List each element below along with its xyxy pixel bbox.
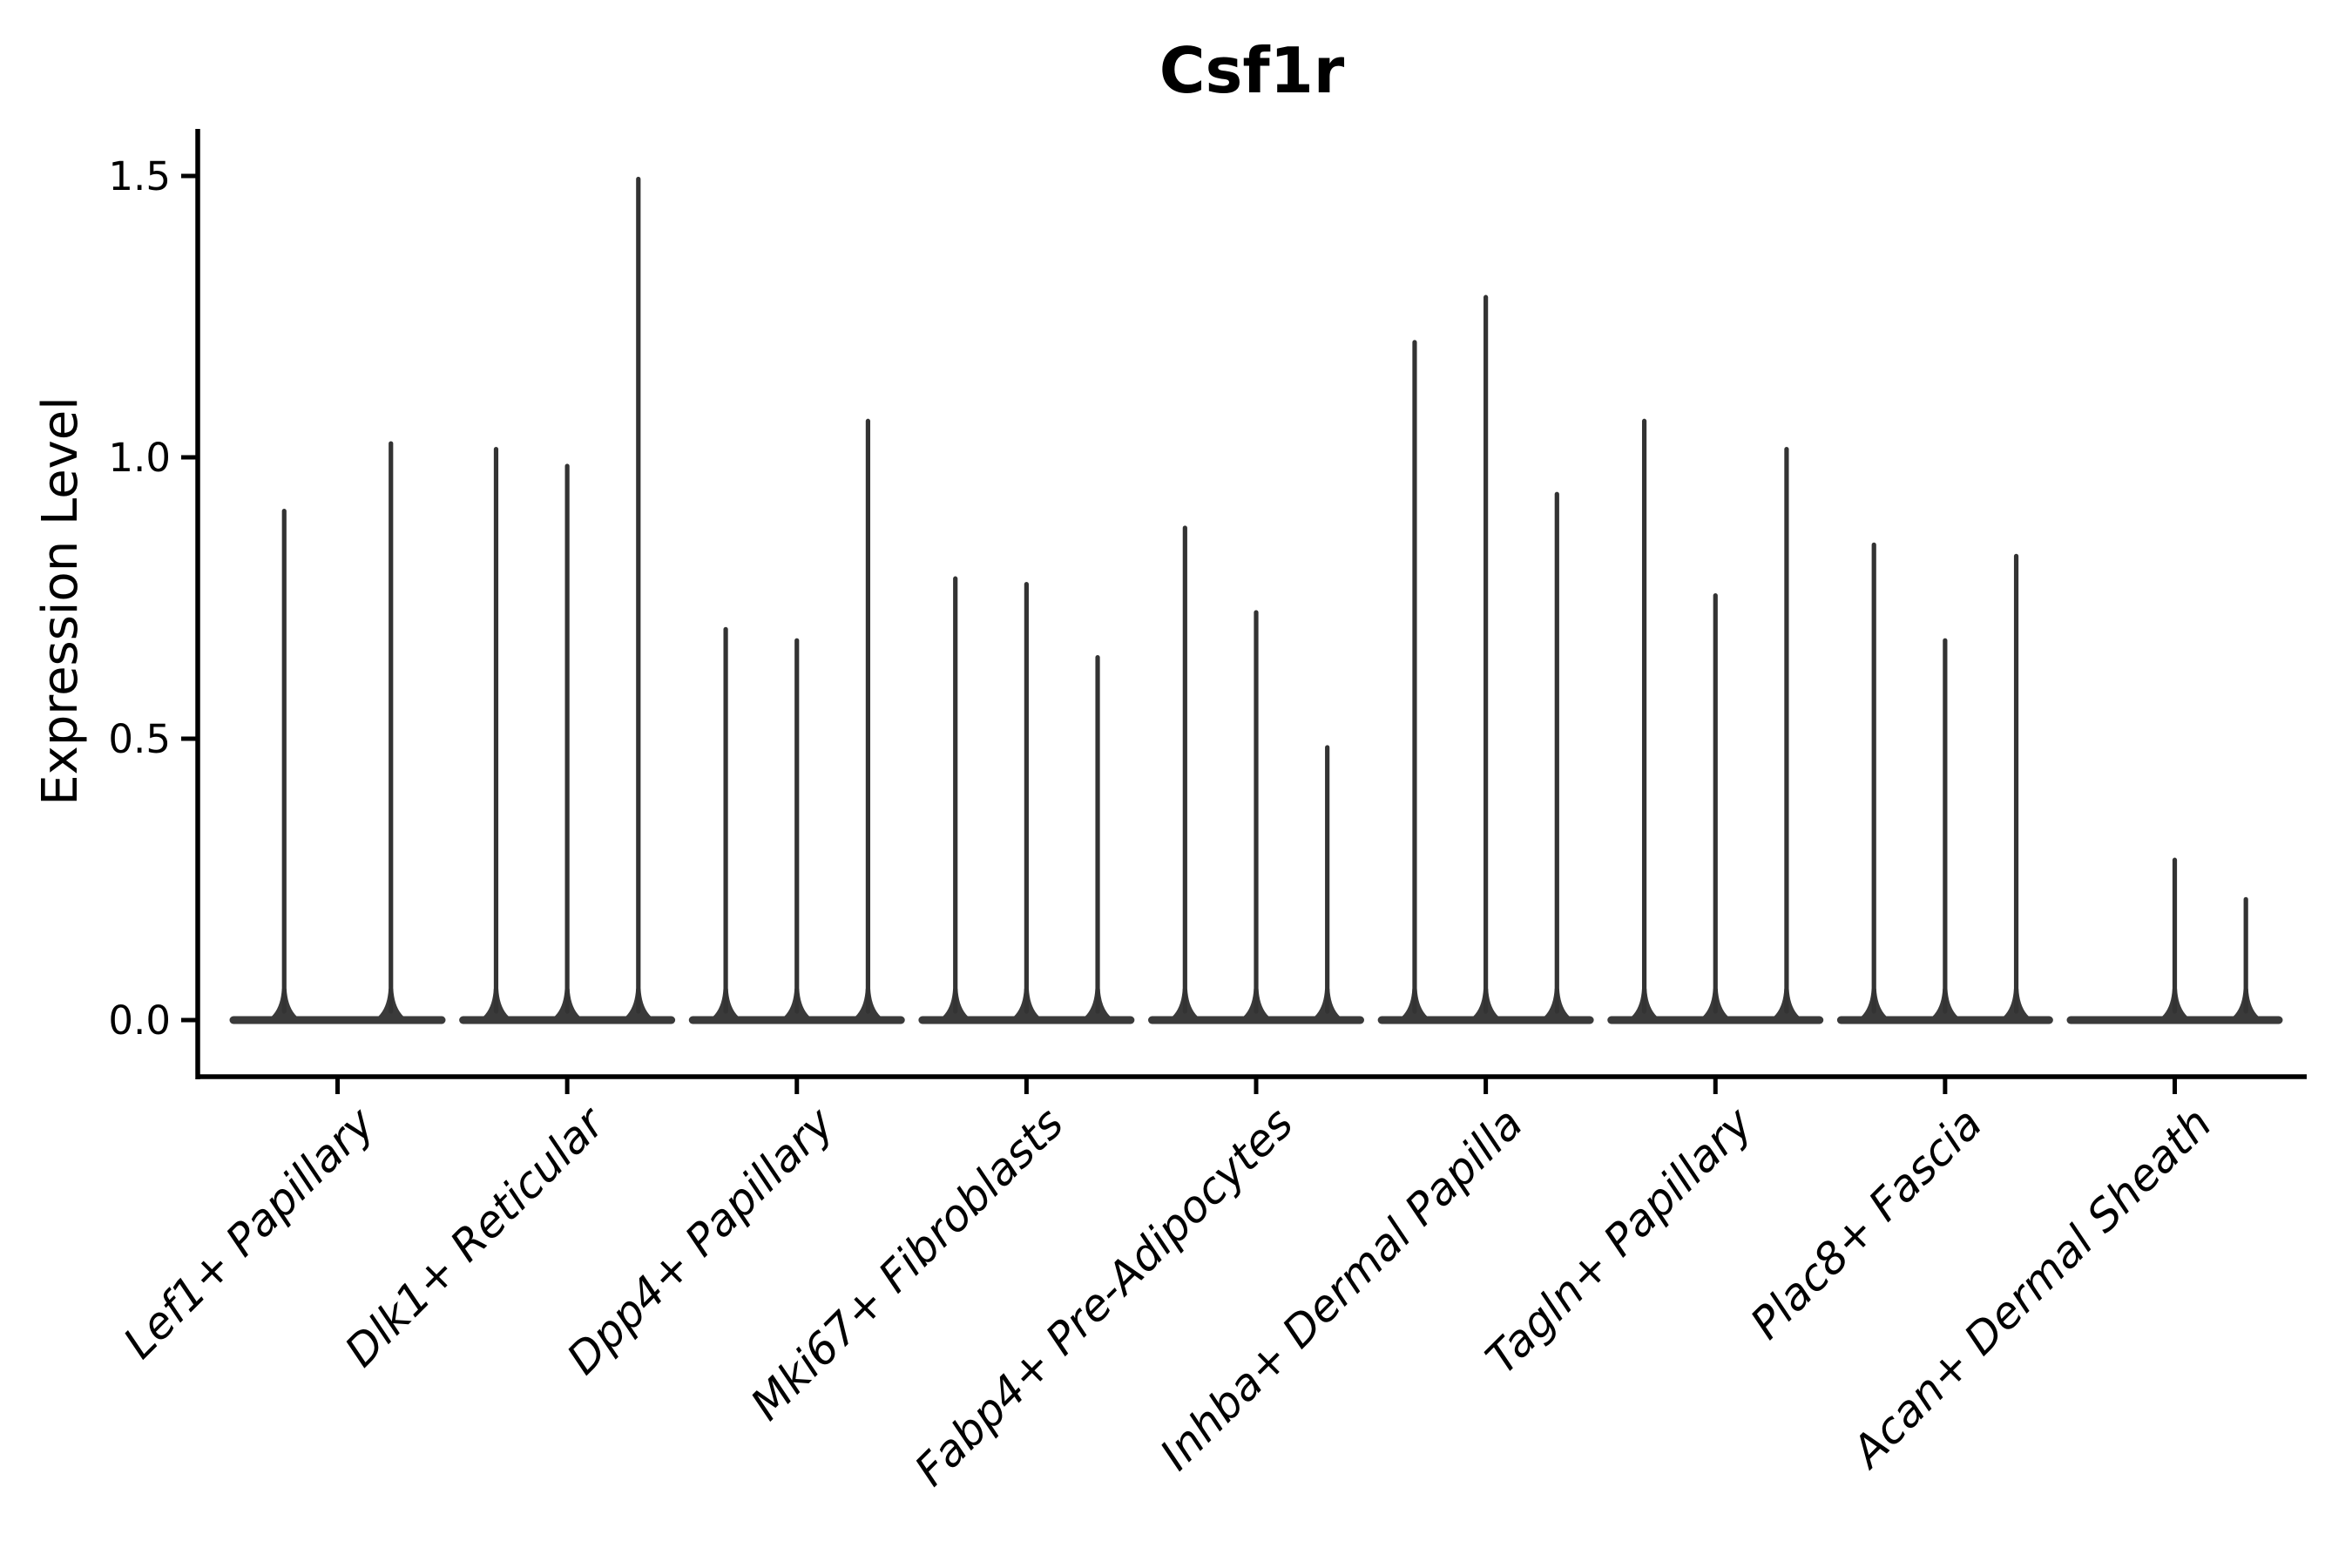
violin-baseline [229, 1016, 446, 1024]
y-tick-label: 0.5 [108, 716, 171, 762]
y-tick-label: 0.0 [108, 997, 171, 1044]
violin-baseline [1607, 1016, 1824, 1024]
violins [229, 176, 2283, 1024]
violin-baseline [1148, 1016, 1364, 1024]
y-axis-ticks: 0.0 0.5 1.0 1.5 [108, 153, 198, 1044]
violin-baseline [1377, 1016, 1594, 1024]
y-axis-label: Expression Level [32, 396, 89, 806]
violin-baseline [459, 1016, 676, 1024]
y-tick-label: 1.0 [108, 435, 171, 481]
x-tick-label: Plac8+ Fascia [1740, 1098, 1991, 1348]
x-tick-label: Fabp4+ Pre-Adipocytes [905, 1098, 1303, 1496]
violin-baseline [918, 1016, 1135, 1024]
chart-title: Csf1r [1159, 34, 1345, 107]
x-tick-label: Inhba+ Dermal Papilla [1151, 1098, 1532, 1479]
violin-baseline [2066, 1016, 2283, 1024]
y-tick-label: 1.5 [108, 153, 171, 199]
x-tick-label: Lef1+ Papillary [114, 1097, 385, 1368]
violin-baseline [1836, 1016, 2053, 1024]
violin-baseline [688, 1016, 905, 1024]
